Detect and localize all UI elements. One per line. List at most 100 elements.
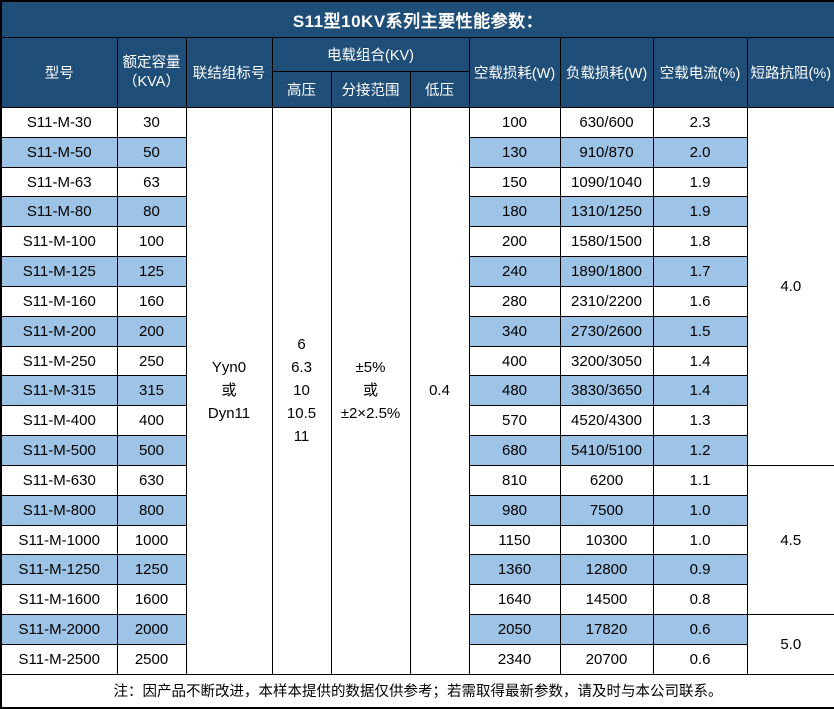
hv-cell: 6 6.3 10 10.5 11 [271,107,332,675]
no-load-loss-cell: 680 [468,435,561,466]
model-cell-text: S11-M-160 [22,292,96,310]
connection-cell-text: Yyn0 [211,359,247,377]
model-cell: S11-M-1250 [0,554,118,586]
title-row: S11型10KV系列主要性能参数： [0,0,834,38]
no-load-loss-cell: 810 [468,464,561,496]
capacity-cell-text: 1250 [134,561,169,579]
no-load-current-cell: 1.9 [652,196,748,228]
load-loss-cell: 20700 [559,643,654,675]
no-load-loss-cell-text: 240 [501,263,528,281]
impedance-cell-text: 4.5 [780,531,802,549]
no-load-current-cell: 1.5 [652,315,748,347]
capacity-cell: 315 [116,375,187,407]
load-loss-cell: 3830/3650 [559,375,654,407]
model-cell-text: S11-M-125 [22,263,96,281]
no-load-current-cell-text: 1.2 [689,442,711,460]
load-loss-cell-text: 3830/3650 [571,382,642,400]
impedance-cell: 4.5 [746,464,834,616]
table-row: S11-M-30 30 Yyn0 或 Dyn11 6 6.3 10 10.5 11 ±5% 或 ±2×2… [0,107,834,675]
table-body: S11-M-30 30 Yyn0 或 Dyn11 6 6.3 10 10.5 11 ±5% 或 ±2×2… [0,107,834,675]
no-load-loss-cell: 180 [468,196,561,228]
capacity-cell-text: 160 [138,292,165,310]
capacity-cell-text: 400 [138,412,165,430]
capacity-cell: 30 [116,107,187,138]
no-load-loss-cell: 2050 [468,614,561,645]
model-cell: S11-M-100 [0,226,118,258]
no-load-current-cell: 2.3 [652,107,748,138]
model-cell: S11-M-315 [0,375,118,407]
no-load-current-cell-text: 1.1 [689,471,711,489]
no-load-loss-cell: 340 [468,315,561,347]
col-header-no-load-loss: 空载损耗(W) [468,37,561,108]
no-load-current-cell: 1.4 [652,345,748,377]
capacity-cell: 630 [116,464,187,496]
load-loss-cell-text: 1580/1500 [571,233,642,251]
no-load-loss-cell-text: 810 [501,471,528,489]
load-loss-cell-text: 14500 [585,591,628,609]
table-row: S11-M-315 315 480 3830/3650 1.4 [0,375,834,407]
no-load-current-cell: 0.9 [652,554,748,586]
load-loss-cell-text: 1890/1800 [571,263,642,281]
model-cell-text: S11-M-1250 [18,561,100,579]
load-loss-cell-text: 3200/3050 [571,352,642,370]
capacity-cell-text: 200 [138,322,165,340]
model-cell-text: S11-M-200 [22,322,96,340]
col-header-model: 型号 [0,37,118,108]
load-loss-cell: 2310/2200 [559,285,654,317]
capacity-cell: 50 [116,136,187,168]
model-cell: S11-M-630 [0,464,118,496]
no-load-loss-cell: 2340 [468,643,561,675]
no-load-loss-cell: 1640 [468,584,561,616]
no-load-loss-cell-text: 570 [501,412,528,430]
model-cell-text: S11-M-80 [26,203,92,221]
no-load-loss-cell: 980 [468,494,561,526]
model-cell-text: S11-M-400 [22,412,96,430]
no-load-current-cell-text: 1.8 [689,233,711,251]
model-cell-text: S11-M-2000 [18,620,100,638]
impedance-cell-text: 5.0 [780,635,802,653]
no-load-loss-cell-text: 280 [501,292,528,310]
capacity-cell-text: 315 [138,382,165,400]
load-loss-cell-text: 7500 [589,501,624,519]
no-load-loss-cell: 280 [468,285,561,317]
load-loss-cell: 17820 [559,614,654,645]
model-cell: S11-M-800 [0,494,118,526]
model-cell: S11-M-250 [0,345,118,377]
capacity-cell: 80 [116,196,187,228]
no-load-current-cell-text: 0.6 [689,620,711,638]
no-load-loss-cell-text: 2340 [497,650,532,668]
capacity-cell: 1250 [116,554,187,586]
no-load-loss-cell: 480 [468,375,561,407]
load-loss-cell: 10300 [559,524,654,556]
no-load-loss-cell-text: 100 [501,113,528,131]
load-loss-cell-text: 10300 [585,531,628,549]
model-cell: S11-M-125 [0,256,118,287]
table-row: S11-M-125 125 240 1890/1800 1.7 [0,256,834,287]
no-load-current-cell: 1.6 [652,285,748,317]
no-load-loss-cell: 100 [468,107,561,138]
no-load-current-cell-text: 1.9 [689,173,711,191]
no-load-current-cell: 1.9 [652,166,748,198]
no-load-current-cell: 0.8 [652,584,748,616]
load-loss-cell-text: 17820 [585,620,628,638]
capacity-cell-text: 2500 [134,650,169,668]
no-load-current-cell-text: 1.0 [689,501,711,519]
table-row: S11-M-50 50 130 910/870 2.0 [0,136,834,168]
capacity-cell: 400 [116,405,187,437]
model-cell-text: S11-M-315 [22,382,96,400]
no-load-current-cell-text: 0.6 [689,650,711,668]
capacity-cell-text: 630 [138,471,165,489]
capacity-cell: 125 [116,256,187,287]
col-header-load-loss: 负载损耗(W) [559,37,654,108]
table-row: S11-M-500 500 680 5410/5100 1.2 [0,435,834,466]
no-load-current-cell: 1.0 [652,524,748,556]
model-cell-text: S11-M-630 [22,471,96,489]
no-load-loss-cell: 130 [468,136,561,168]
load-loss-cell-text: 12800 [585,561,628,579]
col-header-capacity-line1: 额定容量 [122,55,181,72]
no-load-loss-cell-text: 200 [501,233,528,251]
no-load-loss-cell-text: 340 [501,322,528,340]
load-loss-cell: 910/870 [559,136,654,168]
model-cell-text: S11-M-800 [22,501,96,519]
load-loss-cell-text: 2730/2600 [571,322,642,340]
